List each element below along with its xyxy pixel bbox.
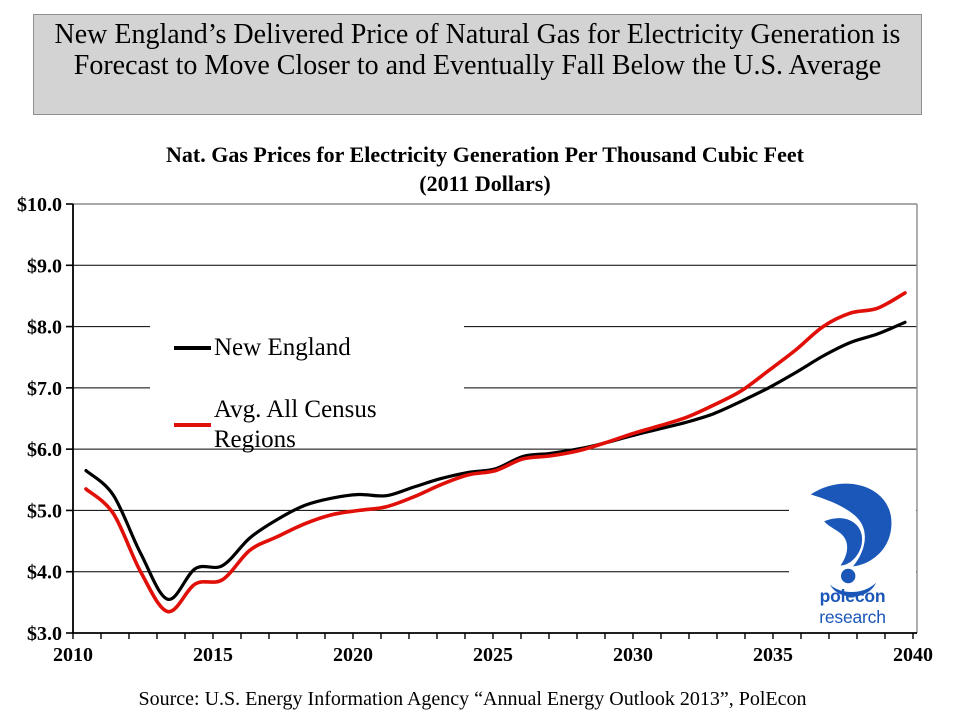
x-tick-label: 2010: [53, 644, 93, 666]
polecon-logo-text: polecon research: [789, 586, 916, 628]
source-note: Source: U.S. Energy Information Agency “…: [138, 688, 807, 710]
chart-legend: New England Avg. All Census Regions: [150, 311, 464, 453]
y-tick-label: $4.0: [27, 562, 62, 584]
x-tick-label: 2040: [893, 644, 933, 666]
legend-label-avg-census: Avg. All Census Regions: [213, 396, 377, 453]
x-tick-label: 2015: [193, 644, 233, 666]
x-tick-label: 2020: [333, 644, 373, 666]
logo-text-rest: research: [819, 607, 886, 627]
legend-item-new-england: New England: [174, 333, 464, 363]
y-tick-label: $5.0: [27, 500, 62, 522]
polecon-logo: polecon research: [789, 477, 916, 631]
legend-item-avg-census: Avg. All Census Regions: [174, 395, 464, 455]
y-tick-label: $9.0: [27, 255, 62, 277]
legend-label-new-england: New England: [214, 334, 351, 361]
y-tick-label: $3.0: [27, 623, 62, 645]
y-tick-label: $8.0: [27, 317, 62, 339]
chart-title: Nat. Gas Prices for Electricity Generati…: [166, 142, 804, 167]
new-england-line-swatch: [174, 346, 211, 350]
y-tick-label: $6.0: [27, 439, 62, 461]
y-tick-label: $10.0: [17, 194, 62, 216]
x-tick-label: 2035: [753, 644, 793, 666]
logo-text-bold: polecon: [819, 586, 886, 606]
slide-headline: New England’s Delivered Price of Natural…: [33, 14, 922, 115]
x-tick-label: 2025: [473, 644, 513, 666]
chart-subtitle: (2011 Dollars): [419, 171, 551, 196]
polecon-logo-mark: [810, 483, 892, 597]
series-line-avg-all-census-regions: [84, 291, 907, 614]
y-tick-label: $7.0: [27, 378, 62, 400]
avg-census-line-swatch: [174, 423, 211, 427]
x-tick-label: 2030: [613, 644, 653, 666]
